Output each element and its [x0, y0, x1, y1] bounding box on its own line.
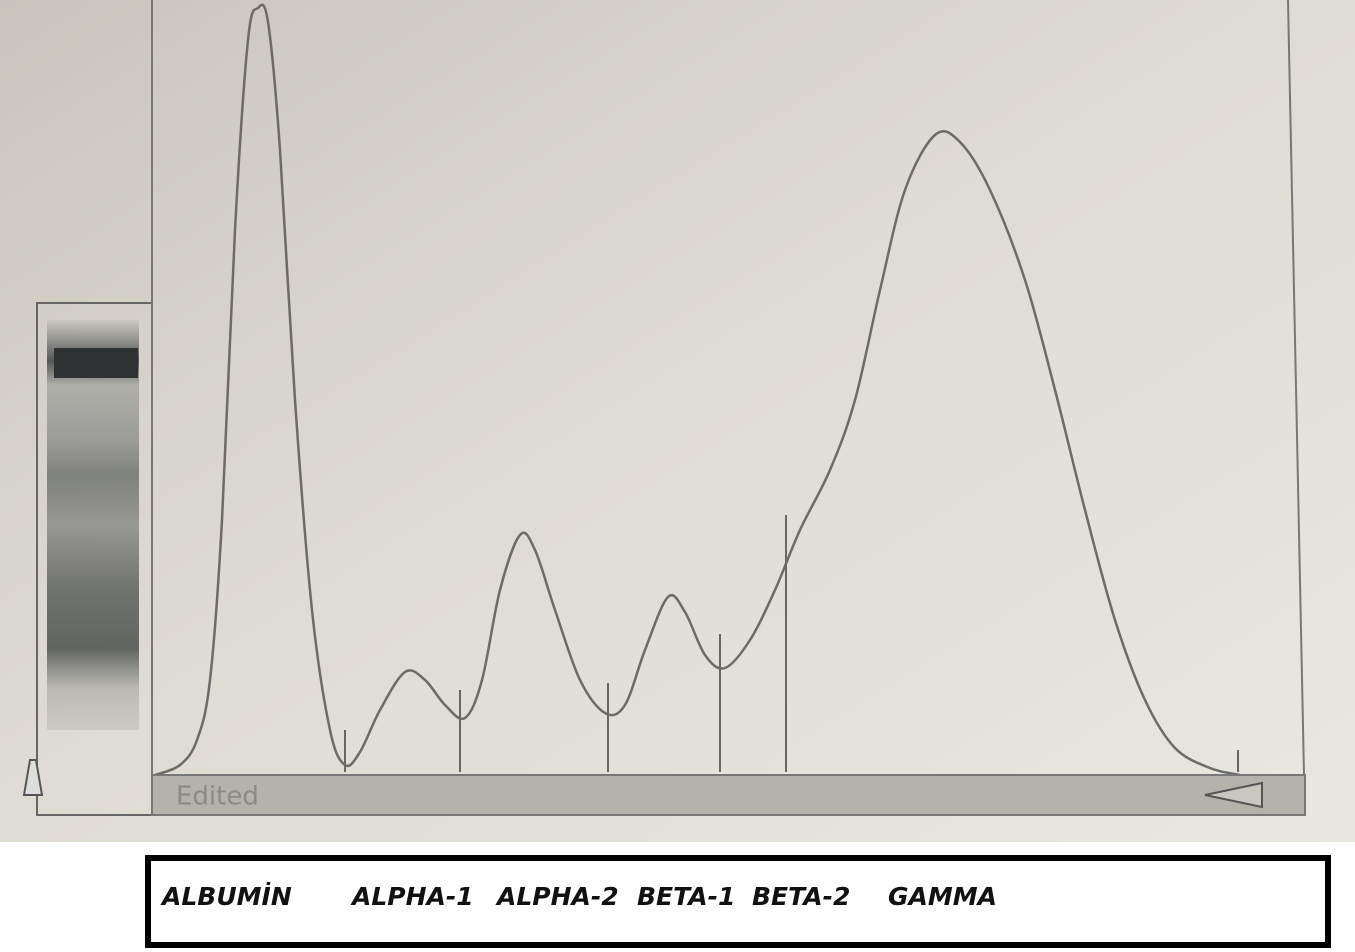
- fraction-label: ALPHA-2: [495, 882, 619, 911]
- fraction-label: BETA-1: [637, 882, 735, 911]
- fraction-label: GAMMA: [888, 882, 997, 911]
- screenshot: Edited ALBUMİN ALPHA-1 ALPHA-2 BETA-1 BETA-2…: [0, 0, 1355, 952]
- page: Edited ALBUMİN ALPHA-1 ALPHA-2 BETA-1 BETA-2…: [0, 0, 1355, 952]
- legend-box: [148, 858, 1328, 945]
- status-label: Edited: [176, 782, 259, 812]
- gel-strip: [47, 320, 139, 730]
- gel-band: [54, 348, 138, 378]
- fraction-label: BETA-2: [752, 882, 850, 911]
- fraction-label: ALBUMİN: [160, 881, 292, 911]
- fraction-label: ALPHA-1: [350, 882, 474, 911]
- status-bar: [152, 775, 1305, 815]
